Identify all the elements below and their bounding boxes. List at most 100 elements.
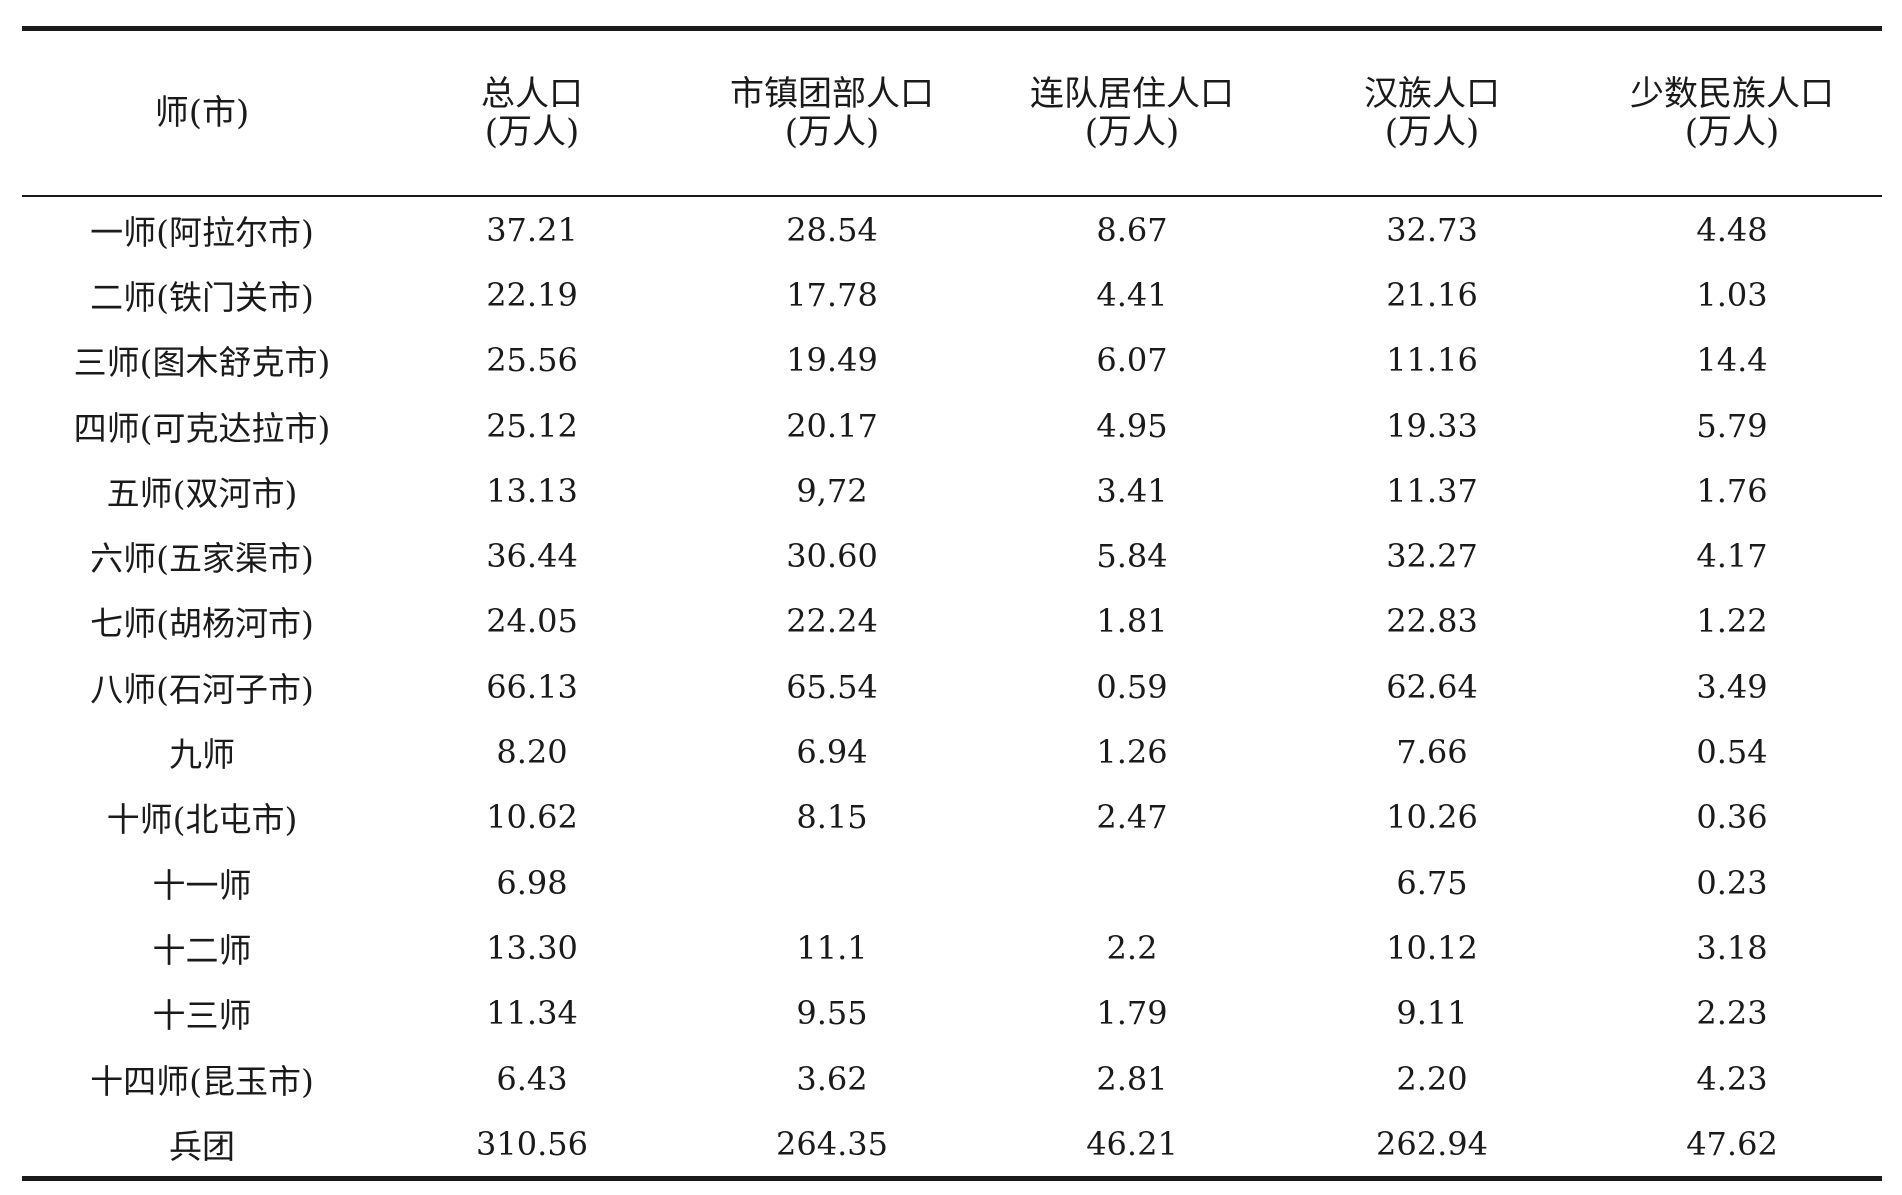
table-cell: 1.79: [1096, 994, 1168, 1033]
table-row: 九师 8.20 6.94 1.26 7.66 0.54: [22, 719, 1882, 784]
header-rule: [22, 195, 1882, 197]
header-label: 总人口: [481, 74, 583, 114]
table-cell: 0.59: [1096, 667, 1168, 706]
population-table-body: 一师(阿拉尔市) 37.21 28.54 8.67 32.73 4.48 二师(铁门关市) 2…: [22, 197, 1882, 1176]
division-name-cell: 兵团: [169, 1126, 235, 1166]
division-name-cell: 十一师: [152, 865, 252, 905]
division-name-cell: 二师(铁门关市): [90, 277, 314, 317]
division-name-cell: 七师(胡杨河市): [90, 604, 314, 644]
table-cell: 13.13: [486, 471, 578, 510]
header-han-population: 汉族人口 (万人): [1282, 31, 1582, 195]
header-total-population: 总人口 (万人): [382, 31, 682, 195]
table-row: 五师(双河市) 13.13 9,72 3.41 11.37 1.76: [22, 458, 1882, 523]
table-cell: 4.41: [1096, 275, 1168, 314]
table-cell: 8.15: [796, 798, 868, 837]
table-cell: 20.17: [786, 406, 878, 445]
table-cell: 47.62: [1686, 1124, 1778, 1163]
header-unit: (万人): [1084, 112, 1180, 152]
table-row: 六师(五家渠市) 36.44 30.60 5.84 32.27 4.17: [22, 523, 1882, 588]
table-cell: 0.23: [1696, 863, 1768, 902]
table-row: 十三师 11.34 9.55 1.79 9.11 2.23: [22, 981, 1882, 1046]
table-cell: 4.48: [1696, 210, 1768, 249]
table-cell: 13.30: [486, 928, 578, 967]
table-cell: 66.13: [486, 667, 578, 706]
table-cell: 21.16: [1386, 275, 1478, 314]
table-cell: 7.66: [1396, 733, 1468, 772]
table-cell: 65.54: [786, 667, 878, 706]
table-cell: 22.24: [786, 602, 878, 641]
table-cell: 8.20: [496, 733, 568, 772]
division-name-cell: 一师(阿拉尔市): [90, 212, 314, 252]
table-cell: 9.11: [1396, 994, 1468, 1033]
table-row: 十一师 6.98 6.75 0.23: [22, 850, 1882, 915]
table-cell: 62.64: [1386, 667, 1478, 706]
header-label: 少数民族人口: [1630, 74, 1834, 114]
table-row: 七师(胡杨河市) 24.05 22.24 1.81 22.83 1.22: [22, 589, 1882, 654]
table-cell: 4.17: [1696, 537, 1768, 576]
table-cell: 25.12: [486, 406, 578, 445]
table-row: 兵团 310.56 264.35 46.21 262.94 47.62: [22, 1111, 1882, 1176]
table-cell: 6.94: [796, 733, 868, 772]
division-name-cell: 十师(北屯市): [106, 800, 298, 840]
table-cell: 36.44: [486, 537, 578, 576]
table-cell: 14.4: [1696, 341, 1768, 380]
table-cell: 5.84: [1096, 537, 1168, 576]
division-name-cell: 十三师: [152, 996, 252, 1036]
table-cell: 6.43: [496, 1059, 568, 1098]
header-row: 师(市) 总人口 (万人) 市镇团部人口 (万人) 连队居住人口 (万人) 汉族…: [22, 31, 1882, 195]
table-cell: 11.16: [1386, 341, 1478, 380]
table-cell: 11.37: [1386, 471, 1478, 510]
header-division: 师(市): [22, 31, 382, 195]
table-body: 一师(阿拉尔市) 37.21 28.54 8.67 32.73 4.48 二师(铁门关市) 2…: [22, 197, 1882, 1176]
table-cell: 4.95: [1096, 406, 1168, 445]
table-row: 十二师 13.30 11.1 2.2 10.12 3.18: [22, 915, 1882, 980]
table-cell: 10.62: [486, 798, 578, 837]
table-cell: 22.83: [1386, 602, 1478, 641]
table-cell: 11.34: [486, 994, 578, 1033]
table-cell: 3.49: [1696, 667, 1768, 706]
table-cell: 22.19: [486, 275, 578, 314]
division-name-cell: 四师(可克达拉市): [73, 408, 331, 448]
table-cell: 2.20: [1396, 1059, 1468, 1098]
table-cell: 32.27: [1386, 537, 1478, 576]
table-cell: 30.60: [786, 537, 878, 576]
table-row: 十四师(昆玉市) 6.43 3.62 2.81 2.20 4.23: [22, 1046, 1882, 1111]
header-town-population: 市镇团部人口 (万人): [682, 31, 982, 195]
table-cell: 32.73: [1386, 210, 1478, 249]
table-cell: 310.56: [476, 1124, 588, 1163]
division-name-cell: 八师(石河子市): [90, 669, 314, 709]
division-name-cell: 十二师: [152, 930, 252, 970]
header-unit: (万人): [1384, 112, 1480, 152]
division-name-cell: 五师(双河市): [106, 473, 298, 513]
table-cell: 5.79: [1696, 406, 1768, 445]
table-cell: 2.23: [1696, 994, 1768, 1033]
table-cell: 6.75: [1396, 863, 1468, 902]
table-cell: 28.54: [786, 210, 878, 249]
table-cell: [982, 850, 1282, 915]
population-table-container: 师(市) 总人口 (万人) 市镇团部人口 (万人) 连队居住人口 (万人) 汉族…: [22, 26, 1882, 1182]
table-row: 四师(可克达拉市) 25.12 20.17 4.95 19.33 5.79: [22, 393, 1882, 458]
population-table: 师(市) 总人口 (万人) 市镇团部人口 (万人) 连队居住人口 (万人) 汉族…: [22, 31, 1882, 195]
division-name-cell: 十四师(昆玉市): [90, 1061, 314, 1101]
table-cell: 4.23: [1696, 1059, 1768, 1098]
table-cell: 24.05: [486, 602, 578, 641]
table-cell: 6.07: [1096, 341, 1168, 380]
table-cell: 2.47: [1096, 798, 1168, 837]
table-cell: 2.2: [1106, 928, 1158, 967]
table-cell: 25.56: [486, 341, 578, 380]
top-rule: [22, 26, 1882, 31]
table-row: 二师(铁门关市) 22.19 17.78 4.41 21.16 1.03: [22, 262, 1882, 327]
bottom-rule: [22, 1176, 1882, 1182]
table-cell: 17.78: [786, 275, 878, 314]
table-cell: [682, 850, 982, 915]
table-row: 十师(北屯市) 10.62 8.15 2.47 10.26 0.36: [22, 785, 1882, 850]
table-cell: 1.22: [1696, 602, 1768, 641]
table-cell: 9,72: [796, 471, 868, 510]
header-minority-population: 少数民族人口 (万人): [1582, 31, 1882, 195]
table-cell: 3.62: [796, 1059, 868, 1098]
table-cell: 262.94: [1376, 1124, 1488, 1163]
header-unit: (万人): [784, 112, 880, 152]
header-label: 连队居住人口: [1030, 74, 1234, 114]
table-cell: 1.03: [1696, 275, 1768, 314]
table-cell: 1.26: [1096, 733, 1168, 772]
